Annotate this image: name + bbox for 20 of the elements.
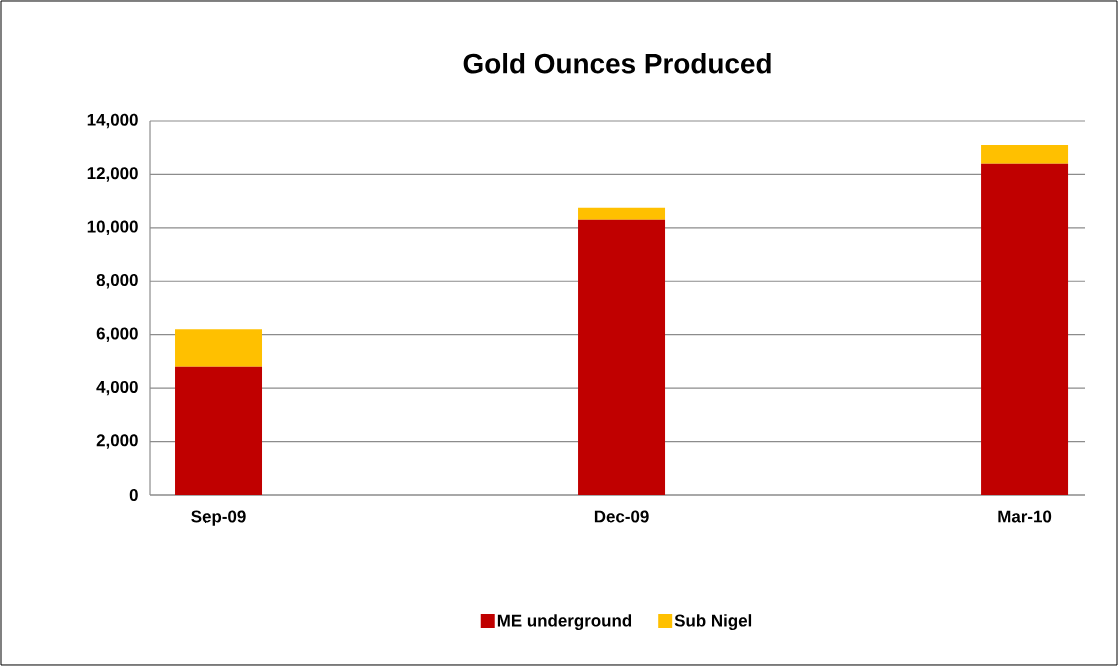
bar <box>578 207 666 220</box>
y-tick-label: 10,000 <box>87 220 138 236</box>
bar <box>981 163 1069 495</box>
y-tick-label: 14,000 <box>87 113 138 129</box>
legend-label: ME underground <box>497 614 632 631</box>
legend-label: Sub Nigel <box>674 614 752 631</box>
bar <box>981 145 1069 164</box>
y-tick-label: 0 <box>129 488 138 501</box>
y-tick-label: 8,000 <box>96 274 138 289</box>
y-tick-label: 6,000 <box>96 327 138 342</box>
x-tick-label: Mar-10 <box>998 510 1052 523</box>
y-tick-label: 4,000 <box>96 380 138 396</box>
x-tick-label: Sep-09 <box>191 510 246 526</box>
bar <box>175 366 263 495</box>
x-tick-label: Dec-09 <box>594 510 649 523</box>
y-tick-label: 12,000 <box>87 167 138 182</box>
bar <box>175 329 263 367</box>
chart-title: Gold Ounces Produced <box>463 53 771 74</box>
bar <box>578 219 666 495</box>
y-tick-label: 2,000 <box>96 434 138 449</box>
